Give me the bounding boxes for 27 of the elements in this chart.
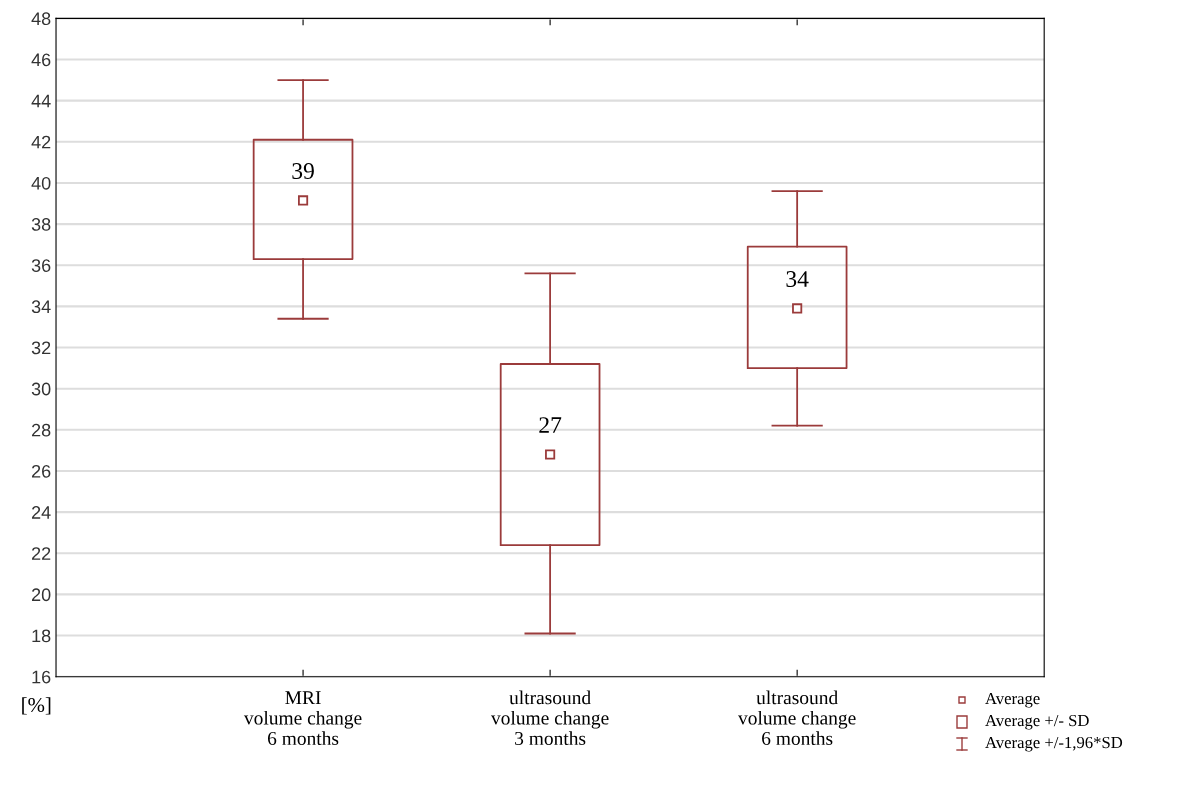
text: Average +/- SD xyxy=(985,714,1089,730)
text: 39 xyxy=(292,163,314,179)
y-tick-label: 24 xyxy=(31,506,51,519)
y-tick-label: 46 xyxy=(31,53,51,67)
y-tick-label: 32 xyxy=(31,341,51,355)
y-tick-label: 38 xyxy=(31,218,51,231)
y-axis-title: [%] xyxy=(22,697,51,715)
text: 34 xyxy=(786,271,809,287)
y-tick-label: 26 xyxy=(31,464,51,478)
y-tick-label: 48 xyxy=(31,12,51,26)
y-tick-label: 28 xyxy=(31,423,51,437)
y-tick-label: 40 xyxy=(31,176,51,190)
y-tick-label: 16 xyxy=(32,670,51,684)
y-tick-label: 36 xyxy=(31,259,51,272)
y-tick-label: 22 xyxy=(31,547,51,560)
text: Average +/-1,96*SD xyxy=(985,736,1123,752)
text: 27 xyxy=(539,417,562,433)
y-tick-label: 42 xyxy=(31,135,51,149)
y-tick-label: 34 xyxy=(31,300,51,314)
y-tick-label: 44 xyxy=(31,94,51,108)
y-tick-label: 30 xyxy=(31,382,51,396)
text: Average xyxy=(985,692,1040,708)
x-tick-label: ultrasound volume change 3 months xyxy=(490,690,609,745)
y-tick-label: 18 xyxy=(32,629,51,643)
x-tick-label: ultrasound volume change 6 months xyxy=(738,690,856,745)
x-tick-label: MRI volume change 6 months xyxy=(243,691,362,745)
y-tick-label: 20 xyxy=(31,588,51,602)
